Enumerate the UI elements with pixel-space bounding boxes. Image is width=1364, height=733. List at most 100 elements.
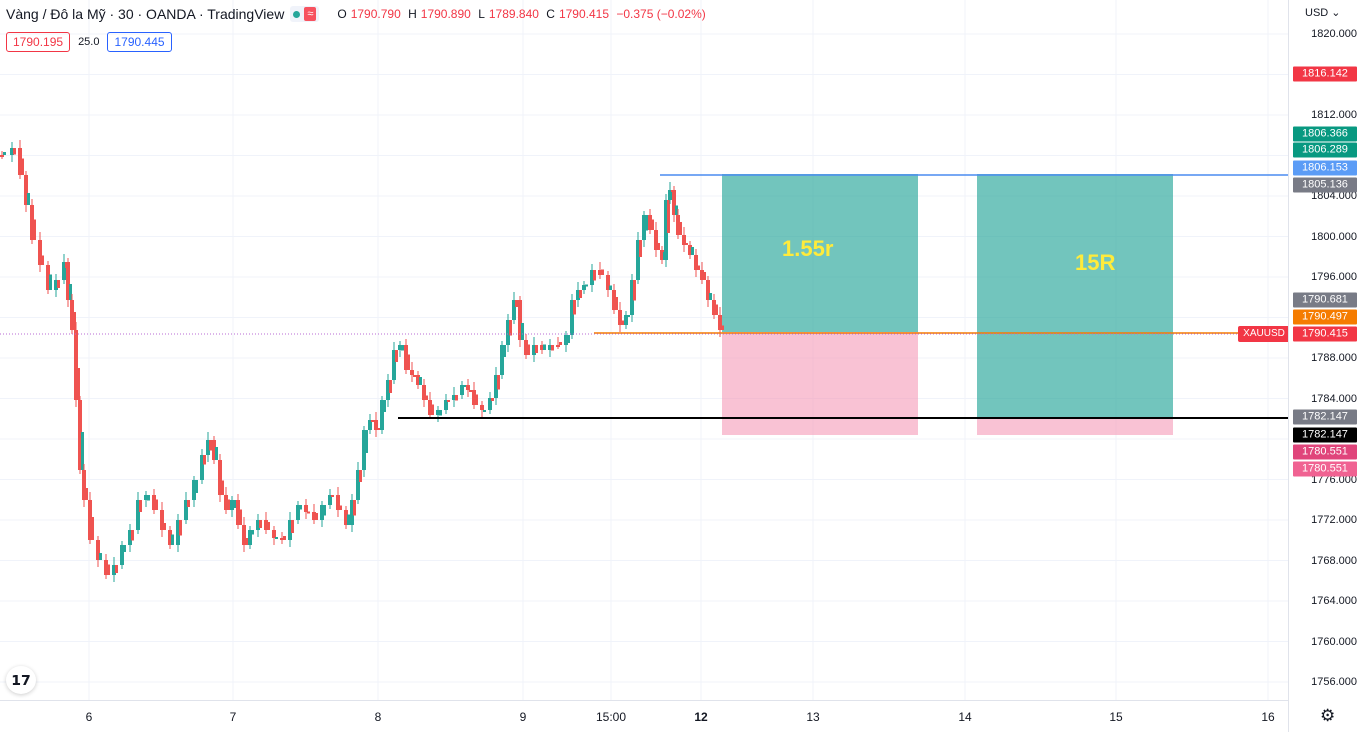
candle-body — [323, 505, 326, 516]
candle-body — [685, 243, 688, 245]
symbol-title[interactable]: Vàng / Đô la Mỹ · 30 · OANDA · TradingVi… — [6, 6, 285, 22]
gear-icon[interactable]: ⚙ — [1320, 706, 1336, 725]
candle-body — [66, 262, 70, 300]
candle-body — [120, 545, 124, 565]
price-tick-label: 1800.000 — [1311, 230, 1357, 243]
candle-body — [288, 520, 292, 540]
candle-body — [497, 375, 500, 390]
long-position-1-target-zone[interactable] — [722, 174, 918, 332]
candle-body — [679, 222, 682, 235]
market-status[interactable]: ≈ — [290, 6, 320, 22]
candle-body — [422, 385, 426, 400]
candle-body — [62, 262, 66, 280]
candle-body — [675, 205, 678, 215]
candle-body — [81, 432, 84, 470]
candle-body — [444, 400, 448, 410]
candle-body — [272, 530, 276, 538]
candle-body — [621, 320, 624, 325]
long-position-1-stop-zone[interactable] — [722, 332, 918, 435]
candle-body — [636, 240, 640, 280]
candle-body — [359, 470, 362, 482]
candle-body — [221, 480, 224, 495]
candle-body — [556, 345, 560, 347]
time-tick-label: 7 — [229, 710, 237, 724]
candle-body — [570, 300, 574, 335]
candle-body — [104, 560, 108, 575]
tradingview-logo-icon[interactable]: 𝟭𝟳 — [6, 666, 36, 694]
candle-body — [691, 247, 694, 255]
open-value: 1790.790 — [350, 7, 401, 21]
spread-value: 25.0 — [78, 36, 100, 48]
candle-body — [85, 488, 88, 500]
price-tag: 1790.497 — [1293, 309, 1357, 325]
candle-body — [380, 400, 384, 430]
candle-body — [718, 315, 722, 330]
candle-body — [703, 272, 706, 280]
candle-body — [299, 505, 302, 510]
candle-body — [74, 330, 78, 400]
candle-body — [160, 510, 164, 530]
candle-body — [682, 235, 686, 245]
time-axis[interactable]: 6 7 8 9 15:00 12 13 14 15 16 — [0, 700, 1288, 733]
price-axis[interactable]: USD ⌄ 1820.000 1812.000 1804.000 1800.000 17… — [1288, 0, 1364, 732]
currency-selector[interactable]: USD ⌄ — [1305, 6, 1341, 19]
low-value: 1789.840 — [488, 7, 539, 21]
candle-body — [356, 470, 360, 500]
candle-body — [712, 300, 716, 315]
position-zones[interactable] — [722, 174, 1173, 435]
candle-body — [455, 395, 458, 401]
price-tag: 1806.289 — [1293, 142, 1357, 158]
candle-body — [612, 290, 616, 310]
quote-row: 1790.195 25.0 1790.445 — [6, 32, 172, 52]
candle-body — [18, 148, 22, 175]
candle-body — [573, 300, 576, 315]
candle-body — [694, 255, 698, 270]
candle-body — [535, 345, 538, 353]
candle-body — [564, 335, 568, 345]
price-tag: 1782.147 — [1293, 409, 1357, 425]
candle-body — [590, 270, 594, 285]
time-tick-label: 14 — [958, 710, 972, 724]
candle-body — [398, 345, 402, 350]
price-chart[interactable] — [0, 0, 1288, 700]
candle-body — [521, 323, 524, 340]
candle-body — [275, 537, 278, 539]
candle-body — [532, 345, 536, 355]
candle-body — [256, 520, 260, 530]
long-position-2-stop-zone[interactable] — [977, 418, 1173, 435]
price-tick-label: 1772.000 — [1311, 514, 1357, 526]
candle-body — [483, 410, 486, 412]
price-tag: 1806.153 — [1293, 160, 1357, 176]
candle-body — [267, 522, 270, 530]
candle-body — [419, 377, 422, 385]
candle-body — [230, 500, 234, 510]
close-value: 1790.415 — [558, 7, 610, 21]
candle-body — [184, 500, 188, 520]
candle-body — [624, 315, 628, 325]
high-key: H — [408, 7, 417, 21]
candle-body — [639, 240, 642, 257]
candle-body — [224, 495, 228, 510]
symbol-legend: Vàng / Đô la Mỹ · 30 · OANDA · TradingVi… — [6, 6, 710, 22]
sell-button[interactable]: 1790.195 — [6, 32, 71, 52]
candle-body — [593, 270, 596, 281]
candle-body — [368, 420, 372, 430]
buy-button[interactable]: 1790.445 — [107, 32, 172, 52]
chart-canvas[interactable]: Vàng / Đô la Mỹ · 30 · OANDA · TradingVi… — [0, 0, 1288, 700]
candle-body — [73, 312, 76, 330]
candle-body — [350, 500, 354, 525]
candle-body — [91, 517, 94, 540]
candle-body — [328, 495, 332, 505]
candle-body — [200, 455, 204, 480]
candle-body — [494, 375, 498, 398]
candle-body — [131, 530, 134, 541]
candle-body — [144, 495, 148, 500]
candle-body — [601, 269, 604, 275]
long-position-2-target-zone[interactable] — [977, 174, 1173, 418]
time-tick-label: 16 — [1261, 710, 1275, 724]
candle-body — [264, 520, 268, 530]
candle-body — [187, 500, 190, 507]
candle-body — [466, 385, 470, 390]
candle-body — [236, 500, 240, 525]
price-tag: 1790.681 — [1293, 292, 1357, 308]
